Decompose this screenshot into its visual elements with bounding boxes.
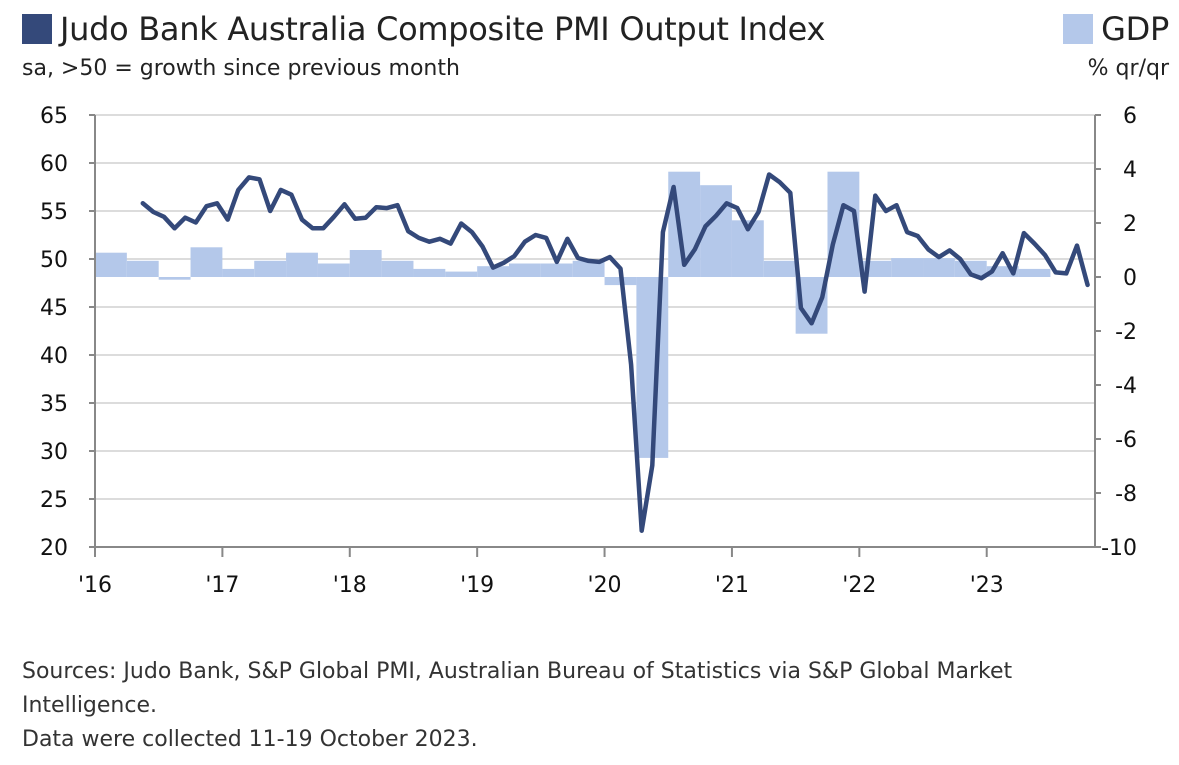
right-tick-label: -6 — [1115, 428, 1137, 453]
x-tick-label: '18 — [333, 573, 367, 598]
x-tick-label: '20 — [588, 573, 622, 598]
right-axis-subtitle: % qr/qr — [1087, 56, 1169, 81]
chart-svg: 20 25 30 35 40 45 50 55 60 65 -10 -8 -6 -4 -2 0 2 4 6 '16 '1… — [40, 104, 1137, 598]
gdp-bar — [126, 260, 159, 277]
left-tick-label: 60 — [40, 152, 68, 177]
x-tick-label: '22 — [842, 573, 876, 598]
gdp-bar — [477, 266, 510, 277]
pmi-line — [140, 172, 1090, 533]
gdp-bars — [95, 171, 1051, 458]
legend-bar: GDP — [1063, 10, 1169, 48]
footer: Sources: Judo Bank, S&P Global PMI, Aust… — [22, 655, 1152, 757]
axes: 20 25 30 35 40 45 50 55 60 65 -10 -8 -6 -4 -2 0 2 4 6 '16 '1… — [40, 104, 1137, 598]
left-tick-label: 25 — [40, 488, 68, 513]
gdp-bar — [986, 266, 1019, 277]
gdp-bar — [509, 263, 541, 277]
left-tick-label: 30 — [40, 440, 68, 465]
gdp-bar — [445, 271, 478, 277]
legend-bar-swatch — [1063, 14, 1094, 44]
right-tick-label: -2 — [1115, 320, 1137, 345]
pmi-line-group — [140, 172, 1090, 533]
x-tick-label: '21 — [715, 573, 749, 598]
x-tick-label: '17 — [205, 573, 239, 598]
gdp-bar — [349, 250, 382, 277]
right-tick-label: -10 — [1101, 536, 1137, 561]
right-tick-label: 4 — [1123, 158, 1137, 183]
gdp-bar — [381, 260, 414, 277]
legend-bar-label: GDP — [1101, 10, 1169, 48]
gdp-bar — [572, 260, 605, 277]
right-tick-label: -4 — [1115, 374, 1137, 399]
chart-title: Judo Bank Australia Composite PMI Output… — [60, 10, 826, 48]
left-tick-label: 55 — [40, 200, 68, 225]
gdp-bar — [763, 260, 796, 277]
left-tick-label: 50 — [40, 248, 68, 273]
gridlines — [95, 114, 1095, 500]
right-tick-label: -8 — [1115, 482, 1137, 507]
x-tick-label: '19 — [460, 573, 494, 598]
right-tick-label: 0 — [1123, 266, 1137, 291]
legend-line-swatch — [22, 14, 52, 44]
left-tick-label: 40 — [40, 344, 68, 369]
source-note: Sources: Judo Bank, S&P Global PMI, Aust… — [22, 659, 1013, 718]
gdp-bar — [413, 268, 446, 277]
gdp-bar — [95, 252, 127, 277]
gdp-bar — [317, 263, 350, 277]
left-axis-subtitle: sa, >50 = growth since previous month — [22, 56, 460, 81]
x-tick-label: '23 — [970, 573, 1004, 598]
gdp-bar — [923, 258, 955, 277]
left-tick-label: 35 — [40, 392, 68, 417]
gdp-bar — [190, 247, 223, 277]
gdp-bar — [254, 260, 287, 277]
right-tick-label: 6 — [1123, 104, 1137, 129]
gdp-bar — [286, 252, 318, 277]
gdp-bar — [540, 263, 573, 277]
x-tick-label: '16 — [78, 573, 112, 598]
collection-note: Data were collected 11-19 October 2023. — [22, 727, 478, 752]
right-tick-label: 2 — [1123, 212, 1137, 237]
gdp-bar — [222, 268, 255, 277]
gdp-bar — [891, 258, 924, 277]
left-tick-label: 65 — [40, 104, 68, 129]
gdp-bar — [1018, 268, 1051, 277]
left-tick-label: 20 — [40, 536, 68, 561]
legend-line: Judo Bank Australia Composite PMI Output… — [22, 10, 825, 48]
gdp-bar — [158, 277, 191, 280]
left-tick-label: 45 — [40, 296, 68, 321]
